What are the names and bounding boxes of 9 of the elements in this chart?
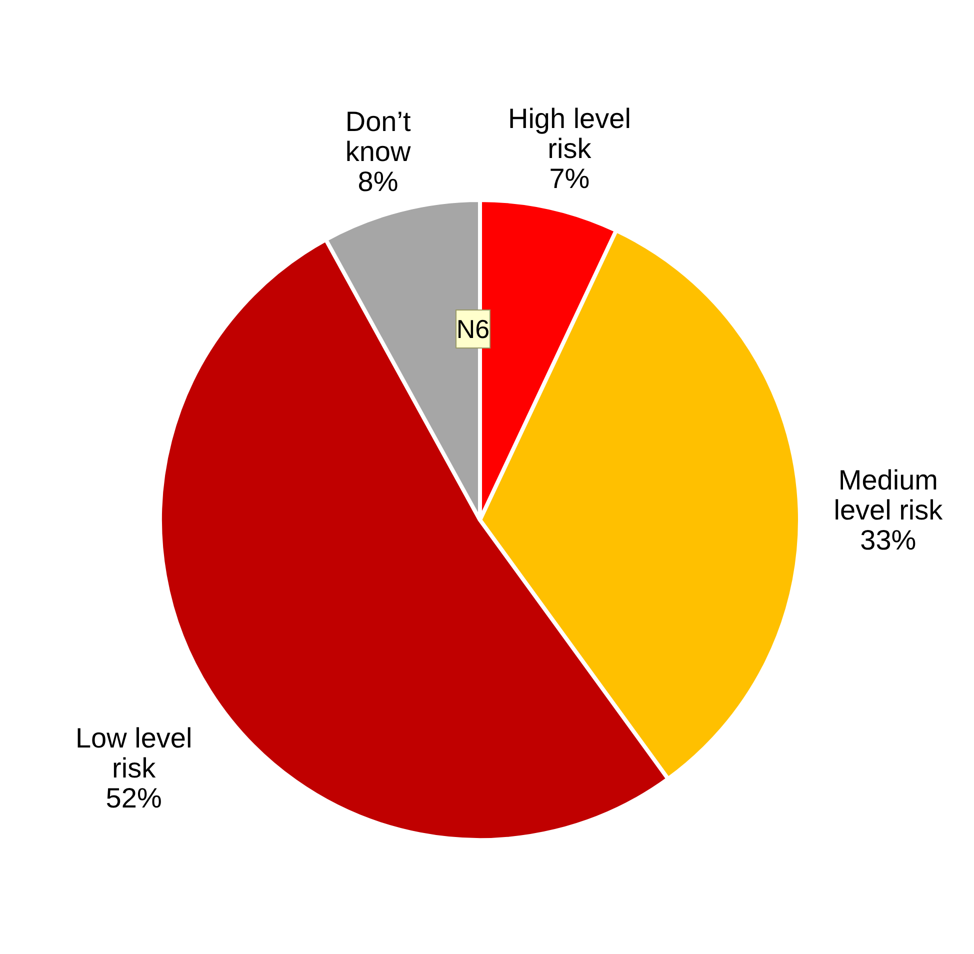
slice-label: Medium level risk — [834, 464, 944, 526]
data-label: 7% — [549, 162, 590, 194]
slice-label: Don’t know — [345, 106, 412, 167]
data-label: 33% — [860, 524, 916, 556]
data-label: 52% — [106, 782, 162, 814]
text: N6 — [456, 314, 490, 344]
slice-label: High level risk — [508, 102, 631, 164]
slice-label: Low level risk — [75, 722, 192, 784]
data-label: 8% — [358, 166, 398, 197]
